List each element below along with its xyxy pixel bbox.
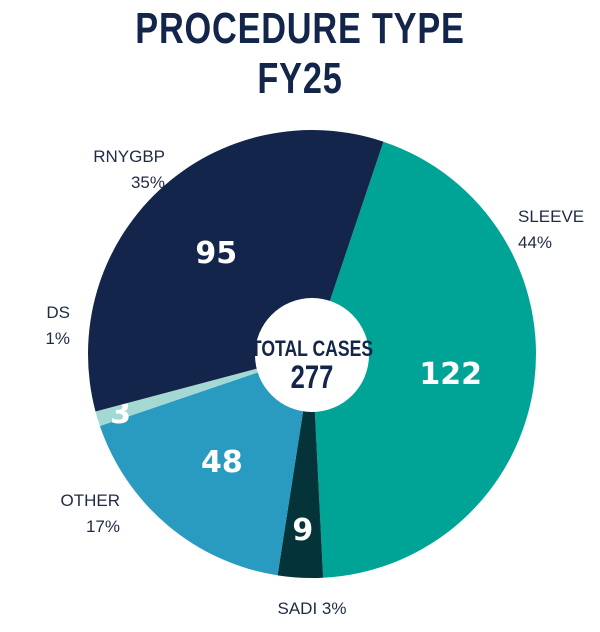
chart-title-block: PROCEDURE TYPE FY25 [0,4,600,104]
slice-value-label: 9 [292,513,313,548]
chart-subtitle: FY25 [257,54,343,103]
center-value: 277 [291,360,334,395]
slice-name-label: RNYGBP [93,147,165,166]
slice-value-label: 48 [201,445,243,480]
slice-percent-label: 17% [86,517,120,536]
slice-name-label: DS [46,303,70,322]
slice-percent-label: 1% [45,329,70,348]
slice-name-label: SADI 3% [278,599,347,618]
center-circle [255,298,369,412]
chart-title: PROCEDURE TYPE [135,4,465,53]
pie-slice-other [99,354,312,576]
slice-value-label: 122 [419,357,482,392]
slice-name-label: OTHER [61,491,121,510]
center-label: TOTAL CASES [251,337,373,361]
pie-slice-sleeve [312,141,537,578]
slice-value-label: 95 [195,236,237,271]
slice-percent-label: 44% [518,233,552,252]
slice-percent-label: 35% [131,173,165,192]
slice-name-label: SLEEVE [518,207,584,226]
